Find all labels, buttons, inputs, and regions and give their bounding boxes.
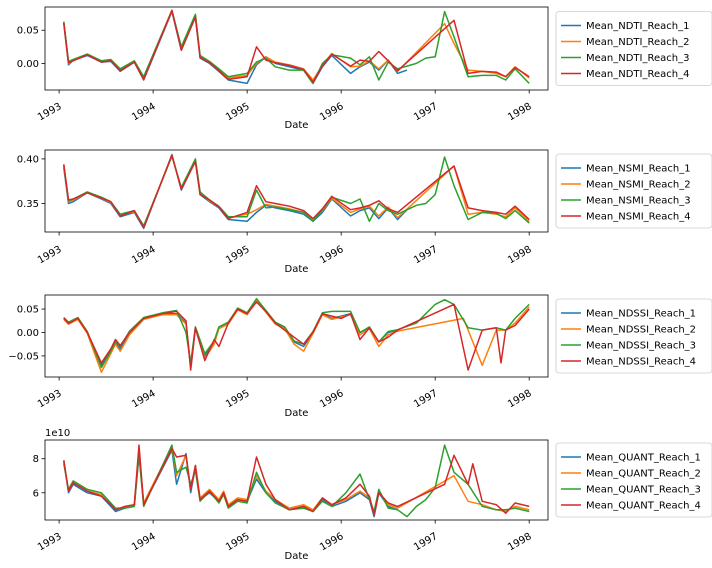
y-tick-label: 0.35 [17, 199, 39, 210]
x-tick-label: 1998 [506, 244, 534, 266]
x-tick-label: 1994 [130, 531, 158, 553]
x-axis-label: Date [285, 551, 309, 562]
legend: Mean_NDTI_Reach_1 Mean_NDTI_Reach_2 Mean_N… [555, 11, 712, 86]
x-tick-label: 1993 [36, 101, 64, 123]
x-tick-label: 1993 [36, 388, 64, 410]
series-line-3 [63, 297, 530, 369]
legend: Mean_QUANT_Reach_1 Mean_QUANT_Reach_2 Mean… [555, 442, 712, 518]
series-line-2 [63, 154, 530, 228]
series-line-4 [63, 154, 530, 229]
legend: Mean_NSMI_Reach_1 Mean_NSMI_Reach_2 Mean_N… [555, 153, 712, 229]
y-tick-label: −0.05 [8, 351, 39, 362]
x-tick-label: 1995 [224, 244, 252, 266]
axes-frame [44, 439, 549, 521]
chart-panel-2: 0.40 0.35 1993 1994 1995 1996 1997 1998 Date Mean… [17, 149, 712, 275]
legend-box [555, 298, 712, 374]
x-tick-label: 1995 [224, 388, 252, 410]
legend-box [555, 442, 712, 518]
legend-label: Mean_NDTI_Reach_3 [586, 53, 689, 64]
x-tick-label: 1995 [224, 101, 252, 123]
legend-label: Mean_QUANT_Reach_4 [586, 501, 701, 512]
legend-box [555, 153, 712, 229]
legend-label: Mean_NSMI_Reach_4 [586, 212, 691, 223]
chart-panel-1: 0.05 0.00 1993 1994 1995 1996 1997 1998 Date Mean… [17, 6, 712, 131]
series-line-3 [63, 9, 530, 85]
legend-label: Mean_NDTI_Reach_4 [586, 69, 689, 80]
x-tick-label: 1993 [36, 531, 64, 553]
x-tick-label: 1995 [224, 531, 252, 553]
y-tick-label: 0.05 [17, 305, 39, 316]
legend-box [555, 11, 712, 86]
legend-label: Mean_NSMI_Reach_3 [586, 196, 691, 207]
x-tick-label: 1998 [506, 388, 534, 410]
series-group [63, 9, 530, 85]
series-group [63, 297, 530, 374]
y-tick-label: 0.05 [17, 26, 39, 37]
legend-label: Mean_NDSSI_Reach_3 [586, 341, 696, 352]
legend-label: Mean_QUANT_Reach_1 [586, 453, 701, 464]
y-tick-label: 8 [33, 454, 39, 465]
legend-label: Mean_NDSSI_Reach_2 [586, 325, 696, 336]
x-tick-label: 1996 [318, 388, 346, 410]
y-offset-label: 1e10 [45, 428, 70, 439]
axes-frame [44, 6, 549, 91]
axes-frame [44, 149, 549, 233]
series-line-3 [63, 155, 530, 227]
series-line-1 [63, 10, 408, 85]
x-tick-label: 1997 [412, 244, 440, 266]
legend-label: Mean_NDTI_Reach_1 [586, 21, 689, 32]
x-axis-label: Date [285, 264, 309, 275]
x-tick-label: 1997 [412, 101, 440, 123]
x-axis-label: Date [285, 408, 309, 419]
x-tick-label: 1998 [506, 531, 534, 553]
series-line-4 [63, 444, 530, 516]
series-line-4 [63, 301, 530, 371]
legend-label: Mean_NDTI_Reach_2 [586, 37, 689, 48]
x-tick-label: 1996 [318, 101, 346, 123]
x-tick-label: 1997 [412, 531, 440, 553]
legend-label: Mean_QUANT_Reach_2 [586, 469, 701, 480]
x-tick-label: 1993 [36, 244, 64, 266]
x-tick-label: 1996 [318, 531, 346, 553]
y-tick-label: 6 [33, 488, 39, 499]
series-group [63, 153, 530, 230]
legend-label: Mean_QUANT_Reach_3 [586, 485, 701, 496]
x-tick-label: 1994 [130, 388, 158, 410]
x-tick-label: 1998 [506, 101, 534, 123]
y-tick-label: 0.40 [17, 154, 39, 165]
series-line-2 [63, 299, 530, 374]
legend-label: Mean_NSMI_Reach_2 [586, 180, 691, 191]
series-group [63, 444, 530, 518]
x-tick-label: 1994 [130, 244, 158, 266]
legend-label: Mean_NDSSI_Reach_1 [586, 309, 696, 320]
x-axis-label: Date [285, 120, 309, 131]
y-tick-label: 0.00 [17, 328, 39, 339]
legend: Mean_NDSSI_Reach_1 Mean_NDSSI_Reach_2 Mean… [555, 298, 712, 374]
series-line-4 [63, 9, 530, 83]
chart-panel-4: 8 6 1993 1994 1995 1996 1997 1998 Date 1e10 Mean_Q… [33, 428, 712, 562]
y-tick-label: 0.00 [17, 59, 39, 70]
axes-frame [44, 294, 549, 378]
chart-panel-3: 0.05 0.00 −0.05 1993 1994 1995 1996 1997 1998 Dat… [8, 294, 712, 419]
series-line-2 [63, 446, 530, 514]
legend-label: Mean_NSMI_Reach_1 [586, 164, 691, 175]
x-tick-label: 1996 [318, 244, 346, 266]
legend-label: Mean_NDSSI_Reach_4 [586, 357, 696, 368]
series-line-1 [63, 298, 398, 369]
x-tick-label: 1997 [412, 388, 440, 410]
x-tick-label: 1994 [130, 101, 158, 123]
